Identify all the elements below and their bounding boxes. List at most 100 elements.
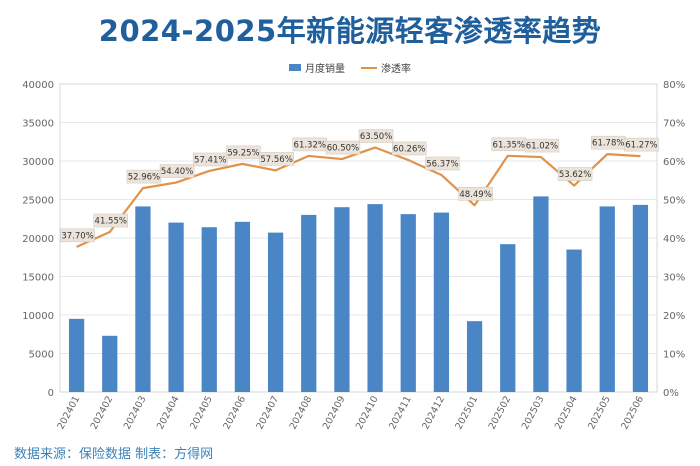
chart-title: 2024-2025年新能源轻客渗透率趋势 [98,14,602,48]
data-label-box [159,164,195,178]
y-left-tick-label: 25000 [22,196,54,207]
x-tick-label: 202404 [155,394,182,431]
x-tick-label: 202412 [420,394,447,431]
penetration-line [76,146,641,248]
y-left-tick-label: 0 [48,388,54,399]
data-label-box [624,137,659,152]
data-label-box [325,140,361,155]
bar [334,207,350,392]
data-source-note: 数据来源：保险数据 制表：方得网 [14,447,214,462]
data-label: 53.62% [557,167,593,181]
data-label-text: 56.37% [426,159,458,169]
data-label: 54.40% [159,164,195,178]
x-tick-label: 202505 [586,394,613,431]
x-tick-label: 202407 [254,394,281,431]
data-label-text: 52.96% [128,173,160,183]
y-left-tick-label: 5000 [29,350,54,361]
legend-bar-swatch [289,64,301,71]
data-label: 61.35% [491,137,526,152]
data-label-text: 41.55% [95,217,127,227]
bar [500,244,516,392]
data-label-box [458,187,493,201]
bar [301,214,317,392]
data-label-box [557,167,593,181]
x-tick-label: 202402 [89,394,116,431]
x-tick-label: 202410 [354,394,381,431]
chart-legend: 月度销量 渗透率 [0,60,700,75]
y-right-tick-label: 10% [663,350,685,361]
y-left-tick-label: 40000 [22,80,54,91]
data-label-text: 63.50% [360,132,392,142]
bar [168,222,184,392]
data-label-box [524,138,560,153]
y-right-tick-label: 50% [663,196,685,207]
data-label: 57.41% [193,152,228,167]
x-tick-label: 202502 [487,394,514,431]
data-label-text: 48.49% [459,190,491,200]
data-label-box [259,152,294,166]
data-label: 61.78% [591,135,626,150]
legend-label-penetration: 渗透率 [381,64,411,75]
x-tick-label: 202408 [288,394,315,431]
data-label-text: 59.25% [227,148,259,158]
data-label-box [193,152,228,167]
data-label: 61.27% [624,137,659,152]
data-label-text: 61.32% [294,140,326,150]
legend-item-sales: 月度销量 [289,60,345,75]
data-label-box [392,141,427,156]
y-right-tick-label: 20% [663,311,685,322]
bar [68,318,85,392]
data-label-text: 61.02% [526,142,558,152]
x-tick-label: 202504 [553,394,580,431]
bar [632,204,649,392]
bar [201,227,217,392]
data-label: 48.49% [458,187,493,201]
y-left-tick-label: 20000 [22,234,54,245]
data-label-text: 61.35% [493,140,525,150]
data-label-text: 60.26% [393,144,425,154]
data-label: 60.50% [325,140,361,155]
data-label-text: 61.78% [592,139,624,149]
y-left-tick-label: 30000 [22,157,54,168]
y-left-tick-label: 10000 [22,311,54,322]
y-right-tick-label: 40% [663,234,685,245]
data-label-text: 54.40% [161,167,193,177]
data-label: 41.55% [93,213,128,228]
data-label-box [425,156,460,171]
y-right-tick-label: 80% [663,80,685,91]
y-right-tick-label: 70% [663,119,685,130]
data-label: 63.50% [358,129,394,143]
bar [400,214,416,392]
bar [234,221,251,392]
bar [566,249,582,392]
x-tick-label: 202405 [188,394,215,431]
x-tick-label: 202501 [453,394,480,431]
legend-item-penetration: 渗透率 [361,60,411,75]
legend-line-swatch [361,66,377,69]
y-left-tick-label: 15000 [22,273,54,284]
data-label-text: 60.50% [327,144,359,154]
y-left-tick-label: 35000 [22,119,54,130]
data-label-text: 57.56% [260,155,292,165]
data-label: 56.37% [425,156,460,171]
bar [367,204,383,392]
data-label: 37.70% [60,228,95,243]
data-label: 61.02% [524,138,560,153]
x-tick-label: 202503 [520,394,547,431]
y-right-tick-label: 30% [663,273,685,284]
bar [533,196,549,392]
bar [102,335,118,392]
y-right-tick-label: 60% [663,157,685,168]
bar [466,321,483,392]
y-right-tick-label: 0% [663,388,679,399]
data-label-text: 37.70% [61,231,93,241]
x-tick-label: 202406 [221,394,248,431]
data-label-box [358,129,394,143]
data-label-text: 57.41% [194,155,226,165]
data-label-box [93,213,128,228]
bar [599,206,615,392]
data-label: 52.96% [126,169,162,184]
x-tick-label: 202403 [122,394,149,431]
data-label: 60.26% [392,141,427,156]
